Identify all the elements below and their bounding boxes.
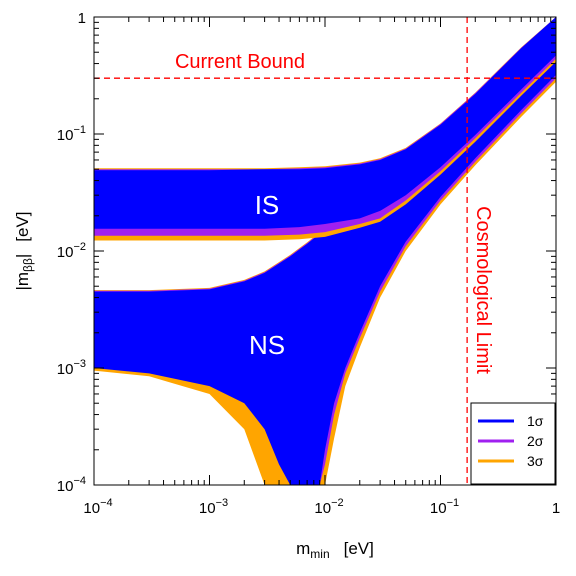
x-tick-label: 10−3 bbox=[199, 497, 228, 517]
legend-label-3sigma: 3σ bbox=[527, 453, 544, 469]
y-axis-title: |mββ|[eV] bbox=[13, 211, 35, 290]
y-tick-label: 1 bbox=[78, 10, 86, 27]
legend-label-1sigma: 1σ bbox=[527, 413, 544, 429]
x-tick-label: 1 bbox=[552, 500, 560, 517]
mass-bands bbox=[94, 17, 556, 485]
y-tick-label: 10−4 bbox=[57, 475, 86, 495]
legend-label-2sigma: 2σ bbox=[527, 433, 544, 449]
x-tick-label: 10−4 bbox=[83, 497, 112, 517]
y-tick-label: 10−2 bbox=[57, 241, 86, 261]
ns-region-label: NS bbox=[249, 330, 285, 360]
is-band-1sigma bbox=[94, 17, 556, 229]
current-bound-label: Current Bound bbox=[175, 51, 305, 73]
legend: 1σ 2σ 3σ bbox=[470, 402, 556, 485]
x-tick-label: 10−2 bbox=[314, 497, 343, 517]
x-tick-label: 10−1 bbox=[430, 497, 459, 517]
legend-box bbox=[470, 402, 556, 485]
cosmological-limit-label: Cosmological Limit bbox=[472, 206, 494, 374]
axis-tick-labels: 10−4 10−3 10−2 10−1 1 10−4 10−3 10−2 10−1 1 bbox=[57, 10, 560, 517]
is-region-label: IS bbox=[255, 190, 280, 220]
y-tick-label: 10−3 bbox=[57, 358, 86, 378]
x-axis-title: mmin [eV] bbox=[296, 539, 374, 561]
y-tick-label: 10−1 bbox=[57, 124, 86, 144]
